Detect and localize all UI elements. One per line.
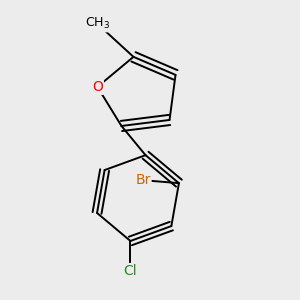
- Text: O: O: [92, 80, 103, 94]
- Text: Br: Br: [135, 173, 151, 187]
- Text: Cl: Cl: [124, 264, 137, 278]
- Text: CH$_3$: CH$_3$: [85, 16, 110, 32]
